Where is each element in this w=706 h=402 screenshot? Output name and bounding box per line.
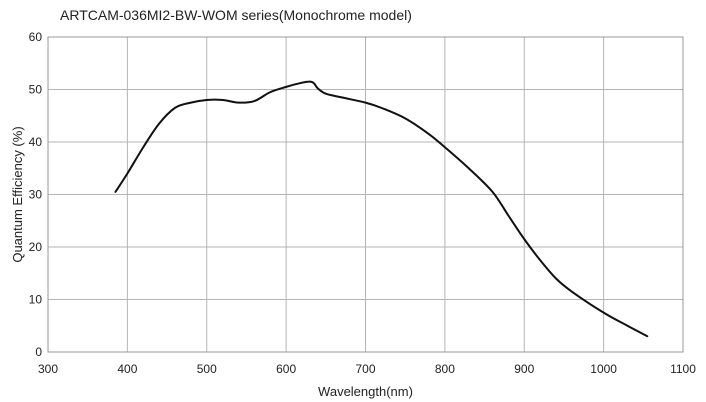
x-tick-label-700: 700 xyxy=(355,362,375,376)
y-tick-label-60: 60 xyxy=(29,30,43,44)
y-axis-ticks: 0 10 20 30 40 50 60 xyxy=(29,30,43,359)
x-tick-label-300: 300 xyxy=(38,362,58,376)
x-tick-label-1000: 1000 xyxy=(590,362,617,376)
y-tick-label-30: 30 xyxy=(29,188,43,202)
y-tick-label-50: 50 xyxy=(29,83,43,97)
y-tick-label-40: 40 xyxy=(29,135,43,149)
grid-lines xyxy=(47,36,684,353)
series-layer xyxy=(114,80,649,338)
x-axis-label: Wavelength(nm) xyxy=(318,384,413,399)
y-tick-label-20: 20 xyxy=(29,240,43,254)
chart-title: ARTCAM-036MI2-BW-WOM series(Monochrome m… xyxy=(60,7,412,23)
x-tick-label-800: 800 xyxy=(435,362,455,376)
x-tick-label-500: 500 xyxy=(197,362,217,376)
x-tick-label-900: 900 xyxy=(514,362,534,376)
y-tick-label-0: 0 xyxy=(35,345,42,359)
x-axis-ticks: 300 400 500 600 700 800 900 1000 1100 xyxy=(38,362,696,376)
plot-frame xyxy=(47,36,684,353)
y-axis-label: Quantum Efficiency (%) xyxy=(10,126,25,262)
x-tick-label-600: 600 xyxy=(276,362,296,376)
x-tick-label-400: 400 xyxy=(117,362,137,376)
x-tick-label-1100: 1100 xyxy=(670,362,696,376)
y-tick-label-10: 10 xyxy=(29,293,43,307)
series-line-0 xyxy=(114,80,649,338)
